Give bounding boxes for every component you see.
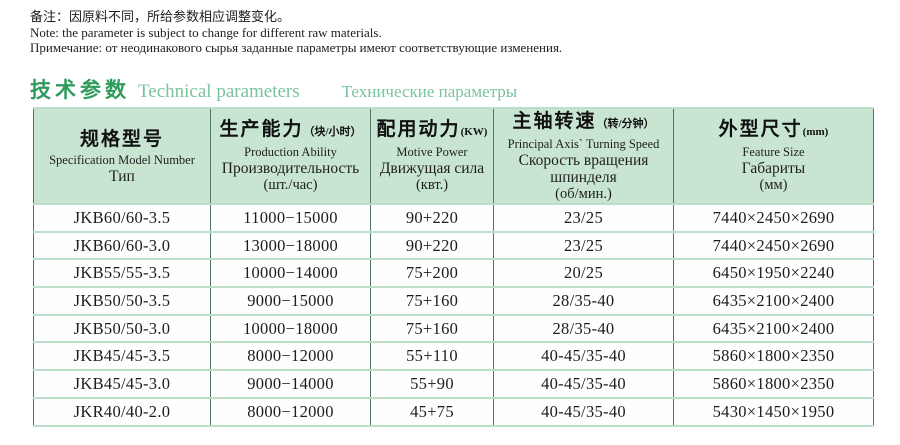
cell-dimensions: 6450×1950×2240	[673, 258, 874, 289]
header-ru-unit: (шт./час)	[263, 177, 318, 193]
cell-model: JKB50/50-3.5	[33, 286, 211, 316]
section-title-zh: 技术参数	[30, 79, 130, 102]
header-zh-unit: (mm)	[802, 126, 829, 138]
technical-parameters-table-wrap: 规格型号 Specification Model Number Тип 生产能力…	[33, 107, 874, 427]
cell-model: JKR40/40-2.0	[33, 396, 211, 427]
cell-production: 9000−15000	[210, 286, 371, 316]
header-en: Specification Model Number	[49, 152, 195, 167]
table-row: JKB60/60-3.0 13000−18000 90+220 23/25 74…	[33, 230, 874, 261]
cell-dimensions: 5860×1800×2350	[673, 369, 874, 399]
cell-power: 55+90	[370, 369, 494, 399]
section-title-ru: Технические параметры	[341, 82, 518, 101]
technical-parameters-table: 规格型号 Specification Model Number Тип 生产能力…	[33, 107, 874, 427]
header-zh: 配用动力	[376, 119, 461, 140]
column-header-model: 规格型号 Specification Model Number Тип	[33, 107, 211, 205]
header-zh: 生产能力	[219, 119, 304, 140]
cell-model: JKB55/55-3.5	[33, 258, 211, 289]
cell-dimensions: 6435×2100×2400	[673, 313, 874, 344]
header-en: Feature Size	[742, 145, 805, 159]
header-en: Principal Axis` Turning Speed	[507, 136, 660, 151]
cell-speed: 40-45/35-40	[493, 341, 674, 372]
header-ru-unit: (об/мин.)	[555, 185, 612, 202]
header-ru: Производительность	[221, 160, 360, 177]
header-zh: 规格型号	[79, 128, 164, 150]
cell-speed: 40-45/35-40	[493, 396, 674, 427]
cell-dimensions: 5860×1800×2350	[673, 341, 874, 372]
header-ru-unit: (мм)	[759, 177, 788, 193]
table-row: JKB55/55-3.5 10000−14000 75+200 20/25 64…	[33, 258, 874, 289]
table-row: JKB45/45-3.0 9000−14000 55+90 40-45/35-4…	[33, 369, 874, 399]
cell-dimensions: 7440×2450×2690	[673, 203, 874, 233]
cell-production: 8000−12000	[210, 341, 371, 372]
header-zh: 主轴转速	[512, 110, 597, 132]
cell-power: 45+75	[370, 396, 494, 427]
note-line-zh: 备注：因原料不同，所给参数相应调整变化。	[30, 9, 291, 24]
cell-production: 10000−14000	[210, 258, 371, 289]
cell-power: 90+220	[370, 230, 494, 261]
header-zh-unit: （块/小时）	[303, 126, 362, 138]
cell-dimensions: 5430×1450×1950	[673, 396, 874, 427]
column-header-speed: 主轴转速（转/分钟） Principal Axis` Turning Speed…	[493, 107, 674, 205]
section-title: 技术参数 Technical parameters Технические па…	[30, 74, 517, 104]
header-en: Motive Power	[396, 145, 468, 159]
cell-speed: 23/25	[493, 203, 674, 233]
section-title-en: Technical parameters	[138, 81, 300, 102]
table-row: JKB60/60-3.5 11000−15000 90+220 23/25 74…	[33, 203, 874, 233]
header-en: Production Ability	[244, 145, 337, 159]
cell-speed: 28/35-40	[493, 313, 674, 344]
header-zh-unit: （转/分钟）	[596, 117, 655, 130]
cell-dimensions: 6435×2100×2400	[673, 286, 874, 316]
column-header-power: 配用动力(KW) Motive Power Движущая сила (квт…	[370, 107, 494, 205]
column-header-production: 生产能力（块/小时） Production Ability Производит…	[210, 107, 371, 205]
cell-speed: 20/25	[493, 258, 674, 289]
cell-production: 13000−18000	[210, 230, 371, 261]
table-row: JKR40/40-2.0 8000−12000 45+75 40-45/35-4…	[33, 396, 874, 427]
cell-production: 10000−18000	[210, 313, 371, 344]
table-row: JKB50/50-3.0 10000−18000 75+160 28/35-40…	[33, 313, 874, 344]
cell-power: 75+200	[370, 258, 494, 289]
header-zh-unit: (KW)	[460, 126, 488, 138]
cell-power: 75+160	[370, 313, 494, 344]
cell-speed: 28/35-40	[493, 286, 674, 316]
table-row: JKB50/50-3.5 9000−15000 75+160 28/35-40 …	[33, 286, 874, 316]
header-ru: Скорость вращения шпинделя	[518, 151, 649, 186]
disclaimer-notes: 备注：因原料不同，所给参数相应调整变化。 Note: the parameter…	[30, 9, 562, 56]
cell-speed: 23/25	[493, 230, 674, 261]
cell-dimensions: 7440×2450×2690	[673, 230, 874, 261]
cell-production: 11000−15000	[210, 203, 371, 233]
cell-model: JKB60/60-3.5	[33, 203, 211, 233]
header-row: 规格型号 Specification Model Number Тип 生产能力…	[33, 107, 874, 205]
cell-production: 8000−12000	[210, 396, 371, 427]
cell-power: 75+160	[370, 286, 494, 316]
header-ru: Движущая сила	[379, 160, 485, 177]
cell-model: JKB60/60-3.0	[33, 230, 211, 261]
header-zh: 外型尺寸	[718, 119, 803, 140]
cell-model: JKB45/45-3.0	[33, 369, 211, 399]
cell-production: 9000−14000	[210, 369, 371, 399]
cell-power: 55+110	[370, 341, 494, 372]
header-ru-unit: (квт.)	[415, 177, 449, 193]
cell-speed: 40-45/35-40	[493, 369, 674, 399]
cell-model: JKB50/50-3.0	[33, 313, 211, 344]
table-row: JKB45/45-3.5 8000−12000 55+110 40-45/35-…	[33, 341, 874, 372]
column-header-dimensions: 外型尺寸(mm) Feature Size Габариты (мм)	[673, 107, 874, 205]
cell-power: 90+220	[370, 203, 494, 233]
note-line-en: Note: the parameter is subject to change…	[30, 24, 382, 40]
note-line-ru: Примечание: от неодинакового сырья задан…	[30, 40, 563, 55]
cell-model: JKB45/45-3.5	[33, 341, 211, 372]
header-ru: Тип	[109, 167, 135, 185]
header-ru: Габариты	[741, 160, 806, 177]
